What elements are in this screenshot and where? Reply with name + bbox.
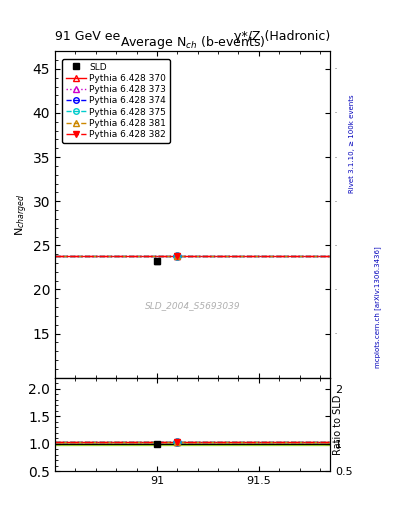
Text: SLD_2004_S5693039: SLD_2004_S5693039 [145, 302, 241, 310]
Text: 91 GeV ee: 91 GeV ee [55, 30, 120, 43]
Text: γ*/Z (Hadronic): γ*/Z (Hadronic) [234, 30, 330, 43]
Legend: SLD, Pythia 6.428 370, Pythia 6.428 373, Pythia 6.428 374, Pythia 6.428 375, Pyt: SLD, Pythia 6.428 370, Pythia 6.428 373,… [62, 59, 170, 143]
Text: Rivet 3.1.10, ≥ 100k events: Rivet 3.1.10, ≥ 100k events [349, 94, 355, 193]
Y-axis label: Ratio to SLD: Ratio to SLD [333, 394, 343, 455]
Y-axis label: N$_{charged}$: N$_{charged}$ [13, 194, 30, 236]
Text: mcplots.cern.ch [arXiv:1306.3436]: mcplots.cern.ch [arXiv:1306.3436] [374, 246, 381, 368]
Title: Average N$_{ch}$ (b-events): Average N$_{ch}$ (b-events) [120, 34, 265, 51]
